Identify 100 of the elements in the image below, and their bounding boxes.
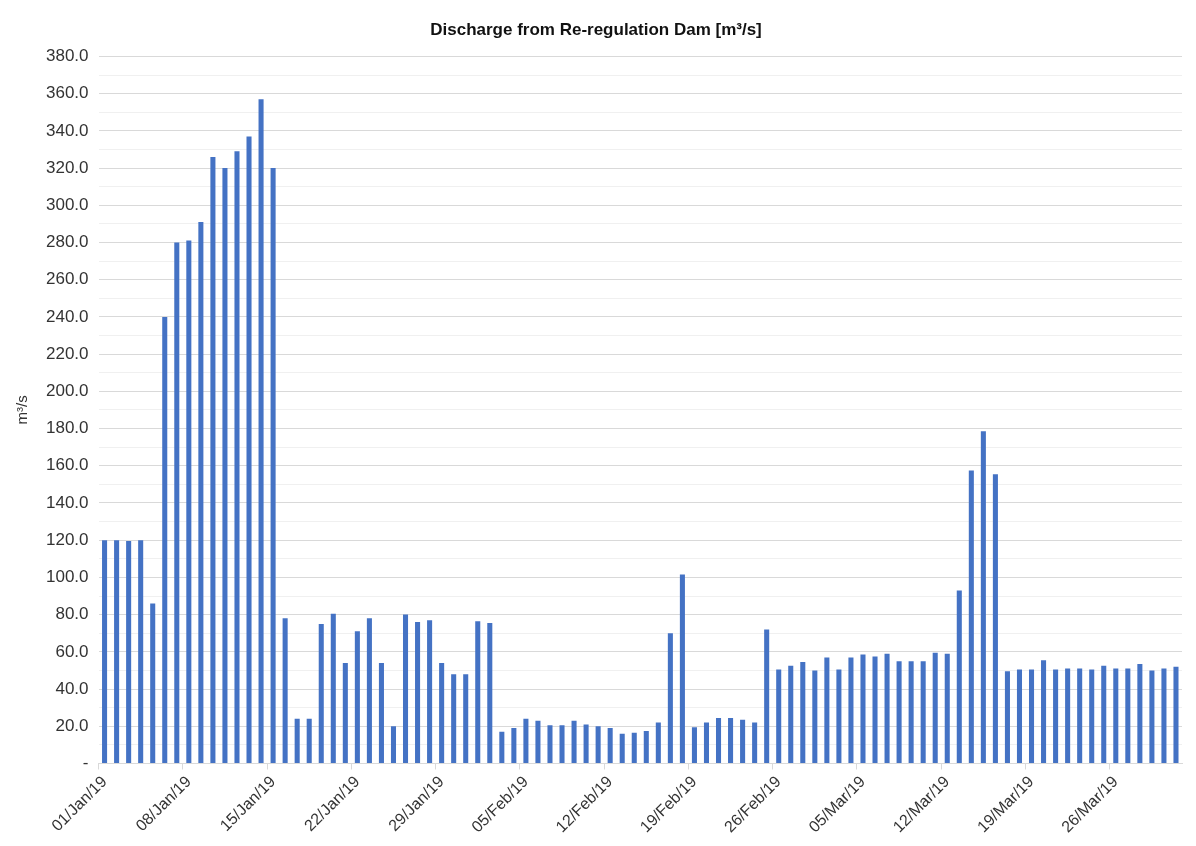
bar [980, 431, 986, 763]
bar [451, 674, 457, 763]
bar [306, 718, 312, 763]
y-tick-label: 120.0 [45, 529, 89, 549]
bar [1089, 669, 1095, 763]
bar [607, 728, 613, 763]
bar [1065, 668, 1071, 763]
bar [956, 590, 962, 763]
bar [186, 240, 192, 763]
bar [174, 242, 180, 763]
bar [908, 661, 914, 763]
bar [402, 614, 409, 763]
bar [342, 662, 348, 763]
bar [511, 728, 517, 763]
bar [860, 654, 866, 763]
bar [968, 470, 974, 763]
bar [824, 657, 830, 763]
bar [1004, 671, 1010, 763]
bar [282, 618, 288, 763]
bar [595, 726, 601, 763]
bar [752, 722, 758, 763]
bar [535, 720, 541, 763]
y-tick-label: 200.0 [45, 381, 89, 401]
y-tick-label: 140.0 [45, 492, 89, 512]
bar [258, 99, 264, 763]
bar [667, 633, 673, 763]
bar [1125, 668, 1131, 763]
bar [246, 136, 252, 763]
bar [463, 674, 469, 763]
bar [776, 669, 782, 763]
bar [547, 725, 553, 763]
bar [655, 722, 661, 763]
bar [836, 669, 842, 763]
bar [427, 620, 433, 763]
bar [1041, 660, 1047, 763]
bar [1137, 663, 1143, 763]
y-tick-label: 80.0 [55, 604, 89, 624]
bar [138, 540, 144, 763]
bar [872, 656, 878, 763]
bar [222, 168, 228, 763]
bar [439, 662, 445, 763]
bar [679, 574, 685, 763]
bar [619, 733, 625, 763]
bar [691, 727, 697, 763]
bar [1028, 669, 1035, 763]
y-tick-label: 240.0 [45, 306, 89, 326]
bar [354, 631, 360, 763]
y-tick-label: 360.0 [45, 83, 89, 103]
bar [1161, 668, 1167, 763]
y-tick-label: 20.0 [55, 715, 89, 735]
bar [1149, 670, 1155, 763]
bar [523, 718, 529, 763]
bar [896, 661, 902, 763]
bar [703, 722, 710, 763]
y-tick-label: 160.0 [45, 455, 89, 475]
bar [1101, 665, 1107, 763]
bar [499, 731, 505, 763]
bar [1077, 668, 1083, 763]
y-tick-label: 280.0 [45, 232, 89, 252]
bar [150, 603, 156, 763]
bar [1113, 668, 1119, 763]
bar [102, 540, 108, 763]
bar [631, 732, 637, 763]
bar [740, 719, 746, 763]
bar [559, 725, 565, 763]
bar [330, 613, 336, 763]
y-tick-label: 340.0 [45, 120, 89, 140]
bar [800, 662, 806, 763]
bar [920, 661, 926, 763]
bar [294, 718, 300, 763]
bar [415, 622, 421, 763]
bar [643, 730, 649, 763]
bar [378, 662, 384, 763]
y-tick-label: 380.0 [45, 46, 89, 66]
bar [932, 652, 938, 763]
bar [390, 726, 397, 763]
bar [234, 151, 240, 763]
y-tick-label: 300.0 [45, 194, 89, 214]
y-tick-label: 320.0 [45, 157, 89, 177]
y-tick-label: 180.0 [45, 418, 89, 438]
y-tick-label: 60.0 [55, 641, 89, 661]
bar [162, 316, 168, 763]
bar [318, 623, 324, 763]
bar [812, 670, 818, 763]
bar [728, 717, 734, 763]
bar [270, 168, 276, 763]
bar [1173, 666, 1179, 763]
bar [884, 653, 890, 763]
bar [764, 629, 770, 763]
bar [475, 621, 481, 763]
bar [198, 222, 204, 763]
y-tick-label: 100.0 [45, 567, 89, 587]
bar [571, 720, 577, 763]
bar [992, 474, 998, 763]
bar [114, 540, 120, 763]
y-tick-label: 40.0 [55, 678, 89, 698]
bar [1016, 669, 1023, 763]
bar [583, 724, 589, 763]
chart-title: Discharge from Re-regulation Dam [m³/s] [430, 19, 762, 39]
bar [366, 618, 372, 763]
